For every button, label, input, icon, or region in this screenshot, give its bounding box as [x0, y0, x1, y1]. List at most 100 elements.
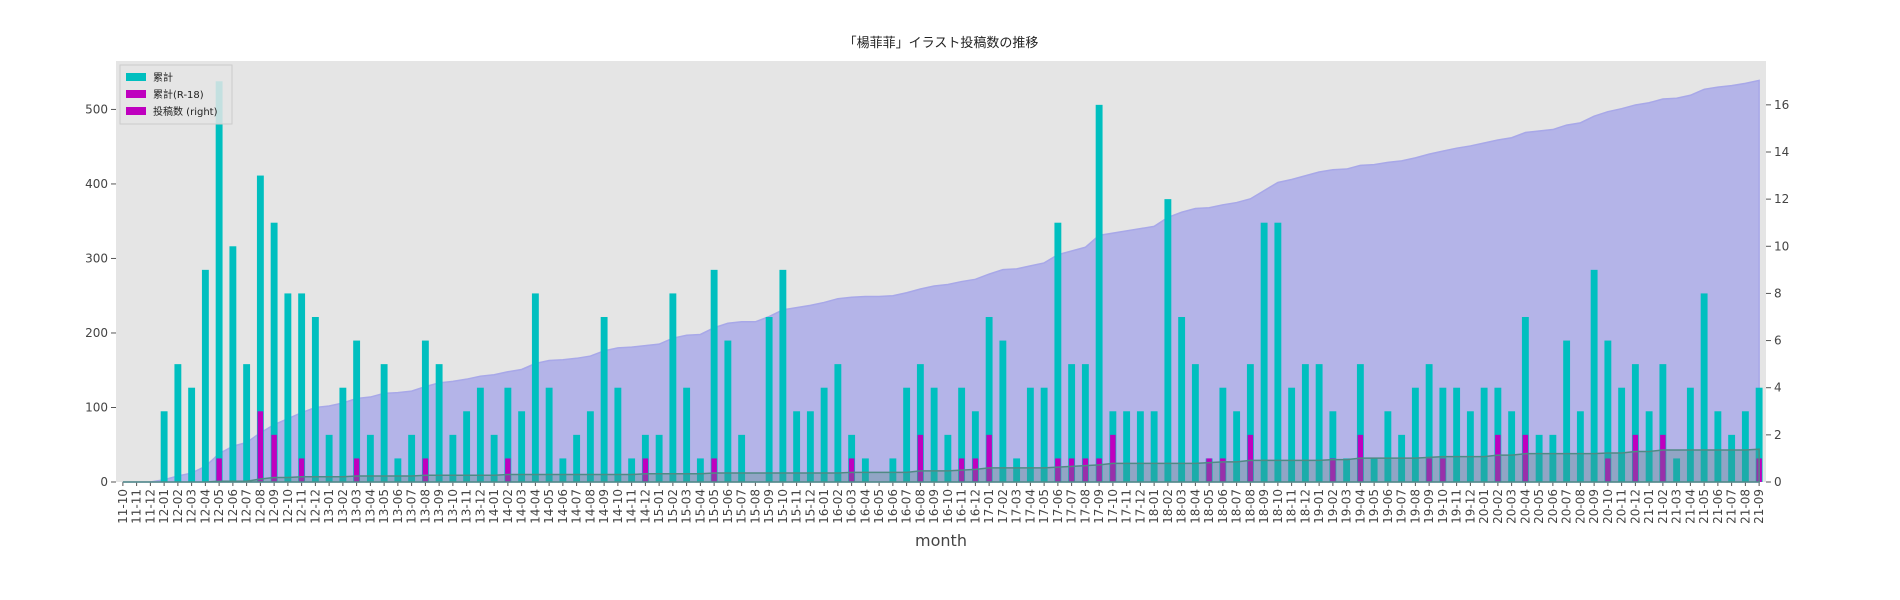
bar [284, 293, 292, 482]
x-tick-label: 20-03 [1505, 489, 1519, 524]
bar [463, 411, 471, 482]
x-tick-label: 20-09 [1587, 489, 1601, 524]
bar [793, 411, 801, 482]
bar [449, 434, 457, 482]
x-tick-label: 11-12 [143, 489, 157, 524]
bar [1645, 411, 1653, 482]
x-tick-label: 12-07 [240, 489, 254, 524]
x-tick-label: 12-03 [185, 489, 199, 524]
x-tick-label: 12-10 [281, 489, 295, 524]
x-tick-label: 18-06 [1216, 489, 1230, 524]
bar [1686, 387, 1694, 482]
bar [353, 458, 360, 482]
x-tick-label: 19-04 [1353, 489, 1367, 524]
bar [1164, 199, 1172, 483]
bar [628, 458, 636, 482]
x-tick-label: 18-05 [1202, 489, 1216, 524]
bar [256, 175, 264, 482]
bar [257, 411, 264, 482]
bar [1425, 364, 1433, 482]
x-tick-label: 14-12 [638, 489, 652, 524]
x-tick-label: 21-06 [1711, 489, 1725, 524]
x-tick-label: 13-02 [336, 489, 350, 524]
bar [1040, 387, 1048, 482]
bar [476, 387, 484, 482]
y-tick-label: 400 [85, 177, 108, 191]
x-tick-label: 15-12 [803, 489, 817, 524]
bar [270, 222, 278, 482]
bar [1590, 269, 1598, 482]
bar [1068, 458, 1075, 482]
bar [311, 316, 319, 482]
y-tick-label: 300 [85, 251, 108, 265]
x-tick-label: 16-05 [872, 489, 886, 524]
bar [834, 364, 842, 482]
x-tick-label: 15-03 [680, 489, 694, 524]
y-tick-label: 500 [85, 102, 108, 116]
x-tick-label: 19-03 [1340, 489, 1354, 524]
y2-tick-label: 8 [1774, 286, 1782, 300]
bar [1411, 387, 1419, 482]
bar [1440, 458, 1446, 482]
x-tick-label: 18-01 [1147, 489, 1161, 524]
bar [1495, 434, 1501, 482]
bar [1026, 387, 1034, 482]
bar [1123, 411, 1131, 482]
bar [1508, 411, 1516, 482]
x-tick-label: 16-12 [968, 489, 982, 524]
bar [1535, 434, 1543, 482]
bar [1055, 458, 1061, 482]
bar [614, 387, 622, 482]
bar [422, 458, 429, 482]
x-tick-label: 11-11 [130, 489, 144, 524]
x-tick-label: 16-04 [858, 489, 872, 524]
x-tick-label: 21-03 [1670, 489, 1684, 524]
bar [779, 269, 787, 482]
x-tick-label: 21-07 [1725, 489, 1739, 524]
bar [188, 387, 196, 482]
bar [917, 434, 924, 482]
bar [1631, 364, 1639, 482]
x-tick-label: 14-04 [528, 489, 542, 524]
bar [944, 434, 952, 482]
x-tick-label: 16-09 [927, 489, 941, 524]
bar [394, 458, 402, 482]
x-tick-label: 18-12 [1298, 489, 1312, 524]
x-tick-label: 18-03 [1175, 489, 1189, 524]
bar [655, 434, 663, 482]
bar [1247, 434, 1254, 482]
x-tick-label: 20-10 [1601, 489, 1615, 524]
x-tick-label: 12-09 [267, 489, 281, 524]
y2-tick-label: 4 [1774, 381, 1782, 395]
x-tick-label: 16-01 [817, 489, 831, 524]
y-tick-label: 100 [85, 400, 108, 414]
x-axis-label: month [915, 531, 967, 550]
x-tick-label: 17-09 [1092, 489, 1106, 524]
x-tick-label: 17-01 [982, 489, 996, 524]
bar [916, 364, 924, 482]
legend-label: 累計(R-18) [153, 88, 204, 101]
x-tick-label: 13-12 [473, 489, 487, 524]
x-tick-label: 12-04 [198, 489, 212, 524]
bar [724, 340, 732, 482]
x-tick-label: 17-03 [1010, 489, 1024, 524]
x-tick-label: 13-08 [418, 489, 432, 524]
bar [1013, 458, 1021, 482]
x-tick-label: 19-08 [1408, 489, 1422, 524]
x-tick-label: 19-10 [1436, 489, 1450, 524]
x-tick-label: 21-01 [1642, 489, 1656, 524]
x-tick-label: 19-01 [1312, 489, 1326, 524]
bar [1330, 458, 1336, 482]
bar [1301, 364, 1309, 482]
x-tick-label: 20-04 [1518, 489, 1532, 524]
x-tick-label: 18-08 [1243, 489, 1257, 524]
bar [1329, 411, 1337, 482]
x-tick-label: 15-07 [735, 489, 749, 524]
x-tick-label: 19-02 [1326, 489, 1340, 524]
bar [765, 316, 773, 482]
bar [243, 364, 251, 482]
bar [366, 434, 374, 482]
x-tick-label: 19-06 [1381, 489, 1395, 524]
x-tick-label: 15-04 [693, 489, 707, 524]
x-tick-label: 20-08 [1573, 489, 1587, 524]
